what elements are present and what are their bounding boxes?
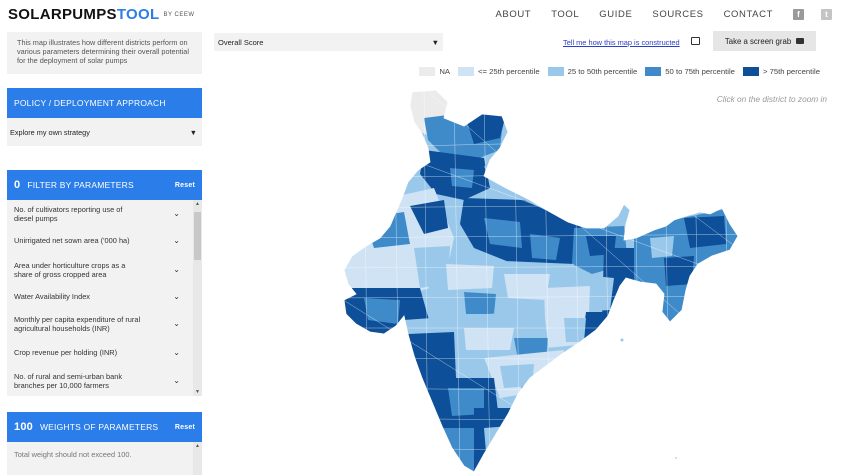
weights-title: WEIGHTS OF PARAMETERS (39, 422, 159, 432)
weights-panel: 100 WEIGHTS OF PARAMETERS Reset Total we… (7, 412, 202, 475)
chevron-down-icon[interactable]: ⌄ (173, 319, 180, 328)
facebook-icon[interactable]: f (793, 9, 804, 20)
filter-header: 0 FILTER BY PARAMETERS Reset (7, 170, 202, 200)
parameter-label: Water Availability Index (14, 292, 90, 302)
logo-text-accent: TOOL (116, 6, 160, 23)
logo-byline: BY CEEW (163, 12, 195, 19)
parameter-label: Monthly per capita expenditure of rural … (14, 314, 141, 334)
legend-label: 50 to 75th percentile (665, 67, 735, 76)
legend-item: <= 25th percentile (458, 67, 540, 76)
parameter-item[interactable]: No. of rural and semi-urban bank branche… (7, 366, 202, 396)
legend-swatch (547, 67, 564, 76)
filter-reset-button[interactable]: Reset (174, 181, 195, 189)
parameter-item[interactable]: Crop revenue per holding (INR) ⌄ (7, 340, 202, 366)
parameter-label: No. of cultivators reporting use of dies… (14, 204, 123, 224)
scroll-down-icon[interactable]: ▼ (195, 389, 200, 395)
film-icon[interactable] (691, 37, 700, 45)
map-legend: NA <= 25th percentile 25 to 50th percent… (411, 67, 820, 76)
weights-reset-button[interactable]: Reset (174, 423, 195, 431)
parameter-item[interactable]: Area under horticulture crops as a share… (7, 254, 202, 286)
chevron-down-icon[interactable]: ⌄ (173, 376, 180, 385)
scroll-up-icon[interactable]: ▲ (195, 201, 200, 207)
main-nav: ABOUT TOOL GUIDE SOURCES CONTACT f t (475, 9, 832, 20)
policy-selected-value: Explore my own strategy (10, 127, 90, 137)
dropdown-arrow-icon: ▼ (431, 37, 439, 47)
policy-title: POLICY / DEPLOYMENT APPROACH (14, 98, 166, 108)
nav-sources[interactable]: SOURCES (652, 9, 704, 20)
zoom-hint: Click on the district to zoom in (716, 94, 827, 104)
legend-swatch (645, 67, 662, 76)
legend-item: NA (419, 67, 450, 76)
nav-contact[interactable]: CONTACT (723, 9, 773, 20)
dropdown-arrow-icon: ▼ (189, 127, 197, 137)
chevron-down-icon[interactable]: ⌄ (173, 348, 180, 357)
chevron-down-icon[interactable]: ⌄ (173, 292, 180, 301)
parameter-label: Unirrigated net sown area ('000 ha) (14, 236, 130, 246)
chevron-down-icon[interactable]: ⌄ (173, 236, 180, 245)
header: SOLARPUMPSTOOL BY CEEW ABOUT TOOL GUIDE S… (0, 0, 850, 32)
parameter-item[interactable]: Unirrigated net sown area ('000 ha) ⌄ (7, 228, 202, 254)
filter-title: FILTER BY PARAMETERS (27, 180, 134, 190)
policy-select[interactable]: Explore my own strategy ▼ (7, 118, 202, 146)
parameter-label: No. of rural and semi-urban bank branche… (14, 371, 123, 391)
scroll-up-icon[interactable]: ▲ (195, 443, 200, 449)
scrollbar-thumb[interactable] (194, 212, 201, 260)
weights-count: 100 (14, 421, 33, 433)
weights-note: Total weight should not exceed 100. (14, 450, 132, 459)
parameter-item[interactable]: Water Availability Index ⌄ (7, 286, 202, 308)
screen-grab-button[interactable]: Take a screen grab (713, 31, 816, 51)
score-select[interactable]: Overall Score ▼ (214, 33, 443, 51)
weights-header: 100 WEIGHTS OF PARAMETERS Reset (7, 412, 202, 442)
legend-swatch (419, 67, 436, 76)
parameter-label: Area under horticulture crops as a share… (14, 260, 126, 280)
chevron-down-icon[interactable]: ⌄ (173, 265, 180, 274)
filter-panel: 0 FILTER BY PARAMETERS Reset No. of cult… (7, 170, 202, 396)
legend-swatch (742, 67, 759, 76)
policy-header: POLICY / DEPLOYMENT APPROACH (7, 88, 202, 118)
nav-about[interactable]: ABOUT (495, 9, 532, 20)
score-selected-value: Overall Score (218, 37, 264, 47)
parameter-item[interactable]: No. of cultivators reporting use of dies… (7, 200, 202, 228)
parameter-scrollbar[interactable]: ▲ ▼ (193, 200, 202, 396)
chevron-down-icon[interactable]: ⌄ (173, 209, 180, 218)
policy-panel: POLICY / DEPLOYMENT APPROACH Explore my … (7, 88, 202, 146)
legend-label: <= 25th percentile (478, 67, 540, 76)
weights-body: Total weight should not exceed 100. ▲ (7, 442, 202, 475)
camera-icon (796, 38, 805, 44)
logo[interactable]: SOLARPUMPSTOOL BY CEEW (8, 6, 195, 23)
legend-item: 25 to 50th percentile (547, 67, 638, 76)
filter-count: 0 (14, 179, 21, 191)
legend-swatch (458, 67, 475, 76)
how-map-constructed-link[interactable]: Tell me how this map is constructed (563, 38, 680, 47)
twitter-icon[interactable]: t (821, 9, 832, 20)
nav-tool[interactable]: TOOL (551, 9, 580, 20)
weights-scrollbar[interactable]: ▲ (193, 442, 202, 475)
nav-guide[interactable]: GUIDE (599, 9, 633, 20)
parameter-list: No. of cultivators reporting use of dies… (7, 200, 202, 396)
sidebar: This map illustrates how different distr… (7, 32, 202, 475)
screen-grab-label: Take a screen grab (724, 36, 792, 46)
legend-item: 50 to 75th percentile (645, 67, 735, 76)
india-district-map[interactable] (324, 88, 764, 475)
legend-item: > 75th percentile (742, 67, 820, 76)
logo-text-primary: SOLARPUMPS (8, 6, 117, 23)
intro-text: This map illustrates how different distr… (7, 32, 202, 74)
parameter-item[interactable]: Monthly per capita expenditure of rural … (7, 308, 202, 340)
parameter-label: Crop revenue per holding (INR) (14, 348, 118, 358)
legend-label: NA (439, 67, 451, 76)
legend-label: > 75th percentile (762, 67, 820, 76)
legend-label: 25 to 50th percentile (567, 67, 638, 76)
